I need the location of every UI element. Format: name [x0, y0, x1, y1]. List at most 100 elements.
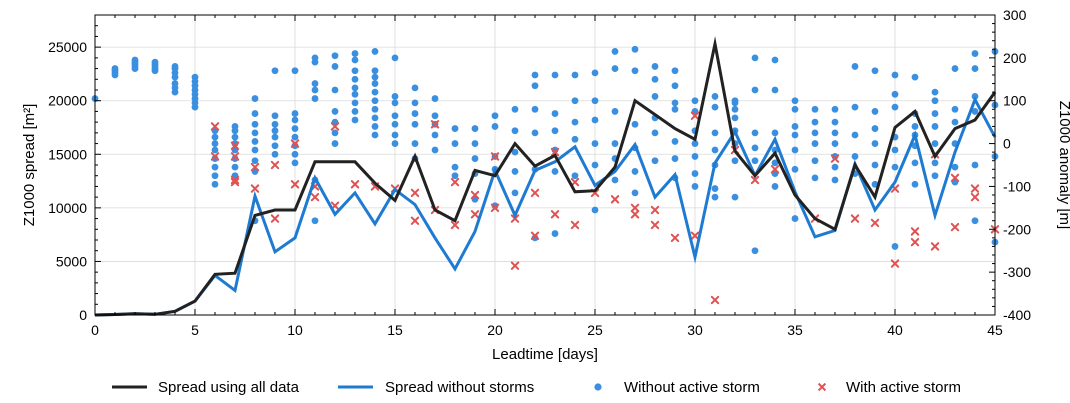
- point-without-storm: [651, 75, 659, 83]
- point-with-storm: [310, 192, 320, 202]
- point-without-storm: [831, 163, 839, 171]
- y-right-axis-label: Z1000 anomaly [m]: [1056, 101, 1070, 229]
- point-without-storm: [311, 58, 319, 66]
- y-right-tick-label: -100: [1003, 178, 1031, 194]
- point-without-storm: [751, 129, 759, 137]
- point-without-storm: [471, 125, 479, 132]
- point-with-storm: [530, 231, 540, 240]
- point-with-storm: [250, 162, 260, 172]
- point-with-storm: [910, 227, 920, 236]
- point-without-storm: [971, 65, 979, 72]
- point-without-storm: [211, 172, 219, 180]
- point-without-storm: [331, 129, 339, 137]
- point-without-storm: [571, 97, 579, 105]
- point-without-storm: [551, 71, 559, 79]
- y-right-tick-label: 200: [1003, 50, 1027, 66]
- point-without-storm: [671, 99, 679, 107]
- point-with-storm: [210, 122, 220, 131]
- point-without-storm: [391, 120, 399, 128]
- point-without-storm: [831, 118, 839, 126]
- point-without-storm: [871, 125, 879, 132]
- point-without-storm: [891, 90, 899, 98]
- point-without-storm: [271, 150, 279, 158]
- point-with-storm: [510, 261, 520, 270]
- point-without-storm: [571, 172, 579, 180]
- point-without-storm: [351, 90, 359, 98]
- point-without-storm: [651, 63, 659, 70]
- point-without-storm: [951, 118, 959, 126]
- point-without-storm: [411, 120, 419, 128]
- point-without-storm: [291, 133, 299, 141]
- point-with-storm: [650, 220, 660, 230]
- point-with-storm: [910, 237, 920, 247]
- point-with-storm: [230, 141, 240, 150]
- point-without-storm: [631, 120, 639, 128]
- point-without-storm: [811, 129, 819, 137]
- point-without-storm: [831, 176, 839, 184]
- point-without-storm: [231, 163, 239, 171]
- point-with-storm: [290, 180, 300, 189]
- point-without-storm: [291, 159, 299, 167]
- point-with-storm: [770, 165, 780, 174]
- point-with-storm: [230, 177, 240, 187]
- point-without-storm: [951, 65, 959, 72]
- point-without-storm: [631, 45, 639, 53]
- point-without-storm: [811, 157, 819, 165]
- point-without-storm: [771, 86, 779, 94]
- point-without-storm: [851, 63, 859, 70]
- legend: Spread using all data Spread without stor…: [112, 379, 961, 396]
- point-without-storm: [871, 161, 879, 169]
- point-with-storm: [230, 152, 240, 161]
- point-without-storm: [911, 159, 919, 167]
- point-without-storm: [411, 99, 419, 107]
- point-with-storm: [550, 147, 560, 157]
- point-without-storm: [351, 50, 359, 57]
- axes: 0 5 10 15 20 25 30 35 40 45 0 5000 10000 15000 20000 25…: [21, 7, 1070, 363]
- point-without-storm: [291, 125, 299, 132]
- point-without-storm: [391, 112, 399, 120]
- point-without-storm: [551, 168, 559, 175]
- point-without-storm: [491, 112, 499, 120]
- point-without-storm: [591, 140, 599, 147]
- x-tick-label: 15: [387, 322, 403, 338]
- point-without-storm: [531, 129, 539, 137]
- y-right-tick-label: 300: [1003, 7, 1027, 23]
- point-with-storm: [330, 122, 340, 131]
- point-without-storm: [751, 144, 759, 152]
- point-without-storm: [591, 97, 599, 105]
- point-with-storm: [570, 177, 580, 187]
- point-without-storm: [671, 105, 679, 113]
- point-without-storm: [891, 146, 899, 154]
- point-without-storm: [831, 129, 839, 137]
- point-without-storm: [611, 176, 619, 184]
- legend-swatch-with-storm: [817, 382, 827, 392]
- point-without-storm: [851, 153, 859, 160]
- point-without-storm: [971, 108, 979, 115]
- point-without-storm: [431, 112, 439, 120]
- point-without-storm: [371, 48, 379, 55]
- point-without-storm: [291, 150, 299, 158]
- point-without-storm: [711, 193, 719, 201]
- point-with-storm: [710, 295, 720, 305]
- x-tick-label: 10: [287, 322, 303, 338]
- point-without-storm: [271, 142, 279, 150]
- point-without-storm: [891, 71, 899, 79]
- point-without-storm: [611, 140, 619, 147]
- point-without-storm: [331, 140, 339, 147]
- point-without-storm: [711, 103, 719, 111]
- point-without-storm: [751, 157, 759, 165]
- point-without-storm: [271, 133, 279, 141]
- point-without-storm: [971, 161, 979, 169]
- line-spread-without-storms: [94, 95, 997, 317]
- point-without-storm: [731, 193, 739, 201]
- point-without-storm: [811, 105, 819, 113]
- x-tick-label: 45: [987, 322, 1003, 338]
- legend-label-all-data: Spread using all data: [158, 379, 300, 396]
- point-with-storm: [870, 218, 880, 228]
- x-tick-label: 30: [687, 322, 703, 338]
- point-without-storm: [291, 116, 299, 124]
- point-without-storm: [791, 123, 799, 130]
- x-tick-label: 0: [91, 322, 99, 338]
- point-without-storm: [651, 93, 659, 100]
- point-without-storm: [391, 140, 399, 147]
